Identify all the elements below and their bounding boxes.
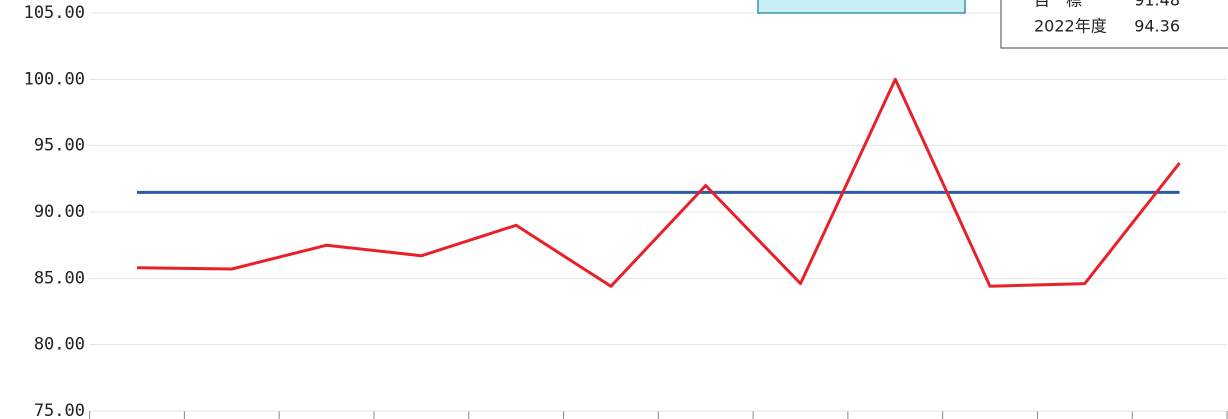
- legend-value: 94.36: [1134, 17, 1180, 36]
- y-tick-label: 75.00: [34, 401, 85, 419]
- y-tick-label: 95.00: [34, 136, 85, 156]
- legend-box: [1000, 0, 1228, 49]
- y-tick-label: 80.00: [34, 335, 85, 355]
- legend-label: 目 標: [1034, 0, 1082, 10]
- legend-label: 2022年度: [1034, 17, 1107, 36]
- y-tick-label: 105.00: [24, 3, 85, 23]
- y-tick-label: 85.00: [34, 268, 85, 288]
- annotation-box: [757, 0, 966, 14]
- y-tick-label: 100.00: [24, 69, 85, 89]
- legend-value: 91.48: [1134, 0, 1180, 10]
- series-line: [136, 77, 1181, 288]
- legend: 目 標 91.48 2022年度 94.36: [1000, 0, 1228, 49]
- y-tick-label: 90.00: [34, 202, 85, 222]
